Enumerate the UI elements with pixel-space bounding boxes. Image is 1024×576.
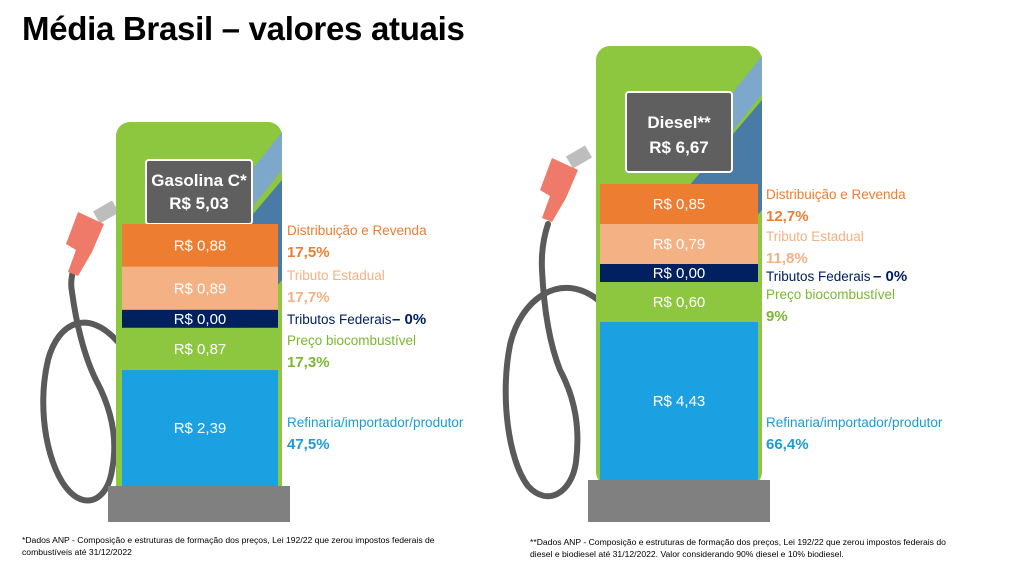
value-label-bio: R$ 0,60 — [653, 294, 706, 311]
value-label-refinaria: R$ 2,39 — [174, 420, 227, 437]
legend-name-estadual: Tributo Estadual — [287, 268, 385, 283]
legend-name-federais: Tributos Federais — [766, 269, 871, 284]
fuel-name: Diesel** — [647, 113, 711, 132]
legend-name-refinaria: Refinaria/importador/produtor — [287, 415, 464, 430]
pump-stripe — [730, 56, 762, 134]
price-box — [145, 159, 253, 225]
legend-pct-refinaria: 47,5% — [287, 436, 330, 453]
legend-name-federais: Tributos Federais — [287, 312, 392, 327]
fuel-total: R$ 5,03 — [169, 194, 229, 213]
legend-pct-refinaria: 66,4% — [766, 436, 809, 453]
legend-pct-federais: – 0% — [392, 311, 426, 328]
fuel-name: Gasolina C* — [151, 171, 247, 190]
price-box — [625, 91, 733, 173]
fuel-total: R$ 6,67 — [649, 138, 709, 157]
legend-pct-distribuicao: 12,7% — [766, 208, 809, 225]
legend-pct-estadual: 11,8% — [766, 250, 808, 267]
bar-value-labels: R$ 0,88 R$ 0,89 R$ 0,00 R$ 0,87 R$ 2,39 — [174, 237, 227, 437]
legend-pct-bio: 9% — [766, 308, 788, 325]
value-label-refinaria: R$ 4,43 — [653, 393, 706, 410]
legend-pct-estadual: 17,7% — [287, 289, 330, 306]
legend-pct-federais: – 0% — [873, 268, 907, 285]
bar-refinaria — [600, 322, 758, 480]
bar-refinaria — [122, 370, 278, 486]
legend-name-distribuicao: Distribuição e Revenda — [287, 223, 427, 238]
bar-distribuicao — [600, 184, 758, 224]
hose — [40, 265, 121, 504]
value-label-federais: R$ 0,00 — [174, 311, 227, 328]
bar-federais — [122, 309, 278, 328]
pump-base — [588, 480, 770, 522]
segment-legend: Distribuição e Revenda 12,7% Tributo Est… — [766, 187, 943, 453]
value-label-estadual: R$ 0,79 — [653, 236, 706, 253]
bar-bio — [600, 282, 758, 322]
segment-legend: Distribuição e Revenda 17,5% Tributo Est… — [287, 223, 464, 453]
value-label-estadual: R$ 0,89 — [174, 280, 227, 297]
bar-federais — [600, 264, 758, 282]
bar-distribuicao — [122, 224, 278, 267]
value-label-federais: R$ 0,00 — [653, 265, 706, 282]
value-label-distribuicao: R$ 0,85 — [653, 196, 706, 213]
legend-name-bio: Preço biocombustível — [766, 287, 895, 302]
value-label-distribuicao: R$ 0,88 — [174, 237, 227, 254]
bar-estadual — [600, 224, 758, 264]
footnote-diesel: **Dados ANP - Composição e estruturas de… — [530, 537, 946, 559]
legend-name-distribuicao: Distribuição e Revenda — [766, 187, 906, 202]
legend-name-estadual: Tributo Estadual — [766, 229, 864, 244]
hose — [502, 221, 601, 500]
fuel-nozzle-icon — [66, 200, 120, 276]
footnote-gasolina: *Dados ANP - Composição e estruturas de … — [22, 535, 435, 557]
pump-stripe — [250, 132, 282, 210]
bar-estadual — [122, 266, 278, 310]
bar-value-labels: R$ 0,85 R$ 0,79 R$ 0,00 R$ 0,60 R$ 4,43 — [653, 196, 706, 410]
value-label-bio: R$ 0,87 — [174, 341, 227, 358]
legend-pct-bio: 17,3% — [287, 354, 330, 371]
page-title: Média Brasil – valores atuais — [22, 10, 465, 47]
legend-pct-distribuicao: 17,5% — [287, 244, 330, 261]
legend-name-bio: Preço biocombustível — [287, 333, 416, 348]
bar-stack — [122, 224, 278, 486]
bar-bio — [122, 327, 278, 371]
pump-base — [108, 486, 290, 522]
fuel-nozzle-icon — [540, 145, 593, 222]
legend-name-refinaria: Refinaria/importador/produtor — [766, 415, 943, 430]
bar-stack — [600, 184, 758, 480]
